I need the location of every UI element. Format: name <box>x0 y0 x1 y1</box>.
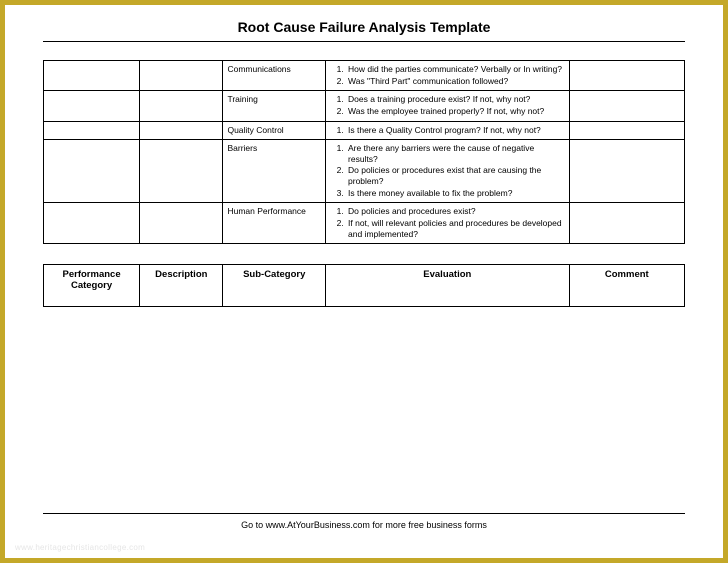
cell-sub-category: Human Performance <box>223 203 326 244</box>
cell-performance-category <box>44 140 140 203</box>
header-evaluation: Evaluation <box>326 265 570 307</box>
cell-performance-category <box>44 61 140 91</box>
cell-sub-category: Barriers <box>223 140 326 203</box>
cell-evaluation: Does a training procedure exist? If not,… <box>326 91 570 121</box>
table-row: Barriers Are there any barriers were the … <box>44 140 685 203</box>
cell-comment <box>569 203 684 244</box>
evaluation-question: Was "Third Part" communication followed? <box>346 76 565 87</box>
header-description: Description <box>140 265 223 307</box>
evaluation-question: Do policies and procedures exist? <box>346 206 565 217</box>
footer-text: Go to www.AtYourBusiness.com for more fr… <box>43 513 685 530</box>
cell-comment <box>569 121 684 140</box>
evaluation-question: How did the parties communicate? Verball… <box>346 64 565 75</box>
cell-evaluation: Do policies and procedures exist?If not,… <box>326 203 570 244</box>
table-row: Quality Control Is there a Quality Contro… <box>44 121 685 140</box>
cell-evaluation: Is there a Quality Control program? If n… <box>326 121 570 140</box>
evaluation-question: Was the employee trained properly? If no… <box>346 106 565 117</box>
evaluation-question: Does a training procedure exist? If not,… <box>346 94 565 105</box>
cell-description <box>140 203 223 244</box>
cell-performance-category <box>44 203 140 244</box>
cell-description <box>140 121 223 140</box>
column-header-table: Performance Category Description Sub-Cat… <box>43 264 685 307</box>
cell-evaluation: How did the parties communicate? Verball… <box>326 61 570 91</box>
evaluation-question: Are there any barriers were the cause of… <box>346 143 565 164</box>
cell-performance-category <box>44 121 140 140</box>
cell-evaluation: Are there any barriers were the cause of… <box>326 140 570 203</box>
evaluation-question: Do policies or procedures exist that are… <box>346 165 565 186</box>
cell-description <box>140 91 223 121</box>
cell-comment <box>569 61 684 91</box>
watermark-text: www.heritagechristiancollege.com <box>15 543 145 552</box>
table-row: Training Does a training procedure exist?… <box>44 91 685 121</box>
table-row: Communications How did the parties commun… <box>44 61 685 91</box>
cell-comment <box>569 91 684 121</box>
cell-sub-category: Training <box>223 91 326 121</box>
document-frame: Root Cause Failure Analysis Template Com… <box>0 0 728 563</box>
evaluation-question: Is there a Quality Control program? If n… <box>346 125 565 136</box>
table-row: Human PerformanceDo policies and procedu… <box>44 203 685 244</box>
page-title: Root Cause Failure Analysis Template <box>43 19 685 42</box>
cell-comment <box>569 140 684 203</box>
cell-description <box>140 140 223 203</box>
header-performance-category: Performance Category <box>44 265 140 307</box>
header-sub-category: Sub-Category <box>223 265 326 307</box>
cell-description <box>140 61 223 91</box>
evaluation-question: Is there money available to fix the prob… <box>346 188 565 199</box>
cell-sub-category: Quality Control <box>223 121 326 140</box>
cell-performance-category <box>44 91 140 121</box>
evaluation-question: If not, will relevant policies and proce… <box>346 218 565 239</box>
cell-sub-category: Communications <box>223 61 326 91</box>
analysis-table: Communications How did the parties commun… <box>43 60 685 244</box>
header-comment: Comment <box>569 265 684 307</box>
